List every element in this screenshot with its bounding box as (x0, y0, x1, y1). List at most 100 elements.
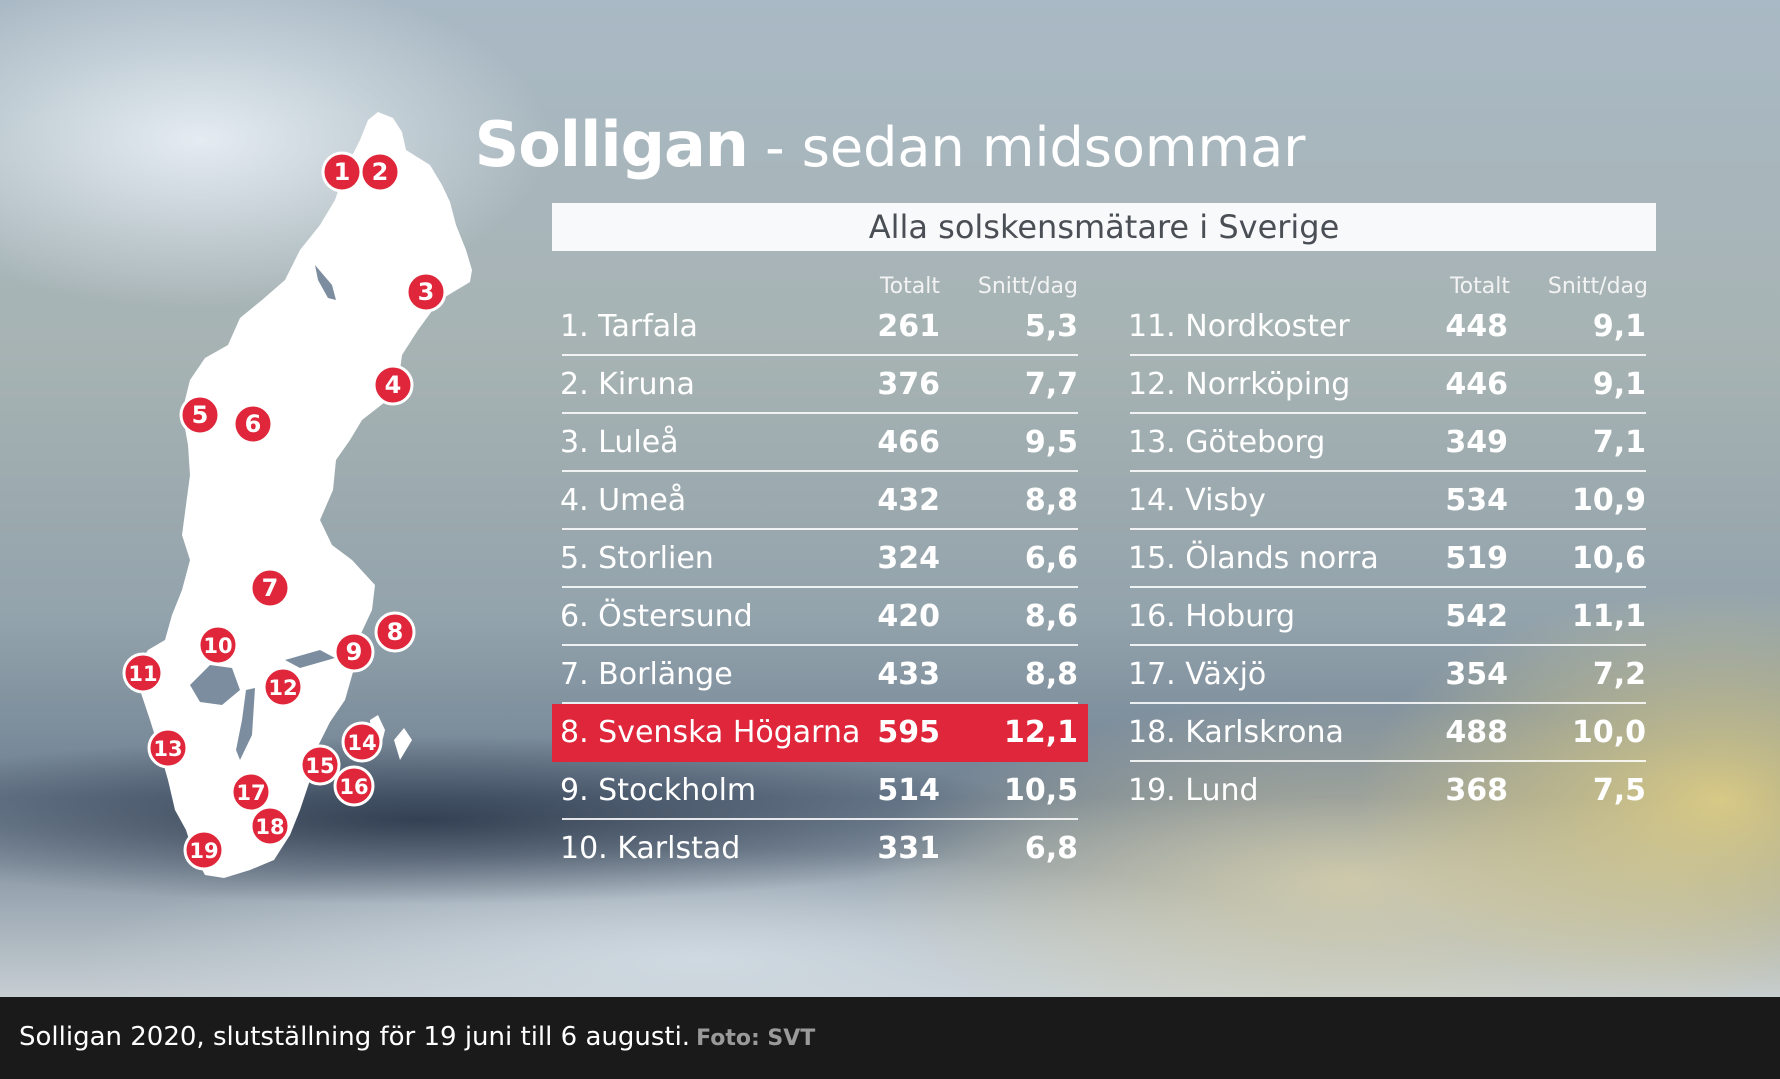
station-label: Tarfala (598, 309, 698, 344)
caption: Solligan 2020, slutställning för 19 juni… (19, 997, 815, 1079)
map-marker: 12 (262, 666, 304, 708)
row-divider (1130, 760, 1646, 762)
station-total: 448 (1445, 309, 1508, 344)
station-label: Borlänge (598, 657, 733, 692)
map-marker-label: 9 (346, 638, 363, 666)
station-name: 11. Nordkoster (1128, 298, 1350, 356)
station-name: 15. Ölands norra (1128, 530, 1379, 588)
station-total: 519 (1445, 541, 1508, 576)
station-label: Norrköping (1185, 367, 1351, 402)
station-total: 420 (877, 599, 940, 634)
station-rank: 17. (1128, 657, 1176, 692)
table-row: 2. Kiruna 376 7,7 (552, 356, 1088, 414)
station-label: Luleå (598, 425, 679, 460)
station-total: 324 (877, 541, 940, 576)
caption-text: Solligan 2020, slutställning för 19 juni… (19, 1022, 691, 1052)
station-name: 2. Kiruna (560, 356, 695, 414)
map-marker: 9 (333, 631, 375, 673)
row-divider (562, 818, 1078, 820)
station-name: 10. Karlstad (560, 820, 740, 878)
station-avg: 7,5 (1592, 773, 1646, 808)
map-marker-label: 11 (128, 662, 157, 686)
table-row: 10. Karlstad 331 6,8 (552, 820, 1088, 878)
map-marker-circle (230, 771, 272, 813)
lake-vanern (190, 665, 240, 705)
lake-malaren (285, 650, 335, 668)
col-header-total-right: Totalt (1449, 274, 1510, 299)
station-avg: 10,6 (1571, 541, 1646, 576)
station-rank: 4. (560, 483, 589, 518)
station-rank: 7. (560, 657, 589, 692)
station-label: Hoburg (1185, 599, 1296, 634)
station-rank: 16. (1128, 599, 1176, 634)
table-row: 16. Hoburg 542 11,1 (1120, 588, 1656, 646)
map-marker: 16 (333, 765, 375, 807)
table-row: 12. Norrköping 446 9,1 (1120, 356, 1656, 414)
map-marker-circle (262, 666, 304, 708)
row-divider (1130, 586, 1646, 588)
row-divider (1130, 528, 1646, 530)
station-avg: 9,5 (1024, 425, 1078, 460)
map-marker-circle (122, 652, 164, 694)
station-total: 514 (877, 773, 940, 808)
station-total: 542 (1445, 599, 1508, 634)
table-row: 14. Visby 534 10,9 (1120, 472, 1656, 530)
station-name: 7. Borlänge (560, 646, 733, 704)
station-rank: 13. (1128, 425, 1176, 460)
station-rank: 15. (1128, 541, 1176, 576)
station-avg: 7,2 (1592, 657, 1646, 692)
station-avg: 8,8 (1024, 483, 1078, 518)
caption-bar: Solligan 2020, slutställning för 19 juni… (0, 997, 1780, 1078)
table-row: 9. Stockholm 514 10,5 (552, 762, 1088, 820)
station-total: 595 (877, 715, 940, 750)
station-rank: 18. (1128, 715, 1176, 750)
table-row: 11. Nordkoster 448 9,1 (1120, 298, 1656, 356)
station-name: 4. Umeå (560, 472, 686, 530)
station-label: Umeå (598, 483, 687, 518)
map-marker-circle (232, 403, 274, 445)
map-marker: 18 (249, 805, 291, 847)
table-row: 1. Tarfala 261 5,3 (552, 298, 1088, 356)
map-marker-circle (179, 394, 221, 436)
station-rank: 8. (560, 715, 589, 750)
station-total: 534 (1445, 483, 1508, 518)
map-marker-label: 5 (192, 401, 209, 429)
station-label: Karlstad (617, 831, 741, 866)
station-total: 466 (877, 425, 940, 460)
station-name: 19. Lund (1128, 762, 1259, 820)
station-avg: 8,6 (1024, 599, 1078, 634)
station-avg: 6,8 (1024, 831, 1078, 866)
lake-vattern (236, 688, 255, 760)
map-marker-label: 15 (305, 754, 334, 778)
table-row: 6. Östersund 420 8,6 (552, 588, 1088, 646)
station-name: 1. Tarfala (560, 298, 698, 356)
station-total: 354 (1445, 657, 1508, 692)
station-total: 446 (1445, 367, 1508, 402)
station-avg: 9,1 (1592, 367, 1646, 402)
station-avg: 10,0 (1571, 715, 1646, 750)
map-marker-circle (333, 765, 375, 807)
table-row: 3. Luleå 466 9,5 (552, 414, 1088, 472)
station-name: 13. Göteborg (1128, 414, 1325, 472)
map-marker: 13 (147, 727, 189, 769)
map-marker-circle (341, 721, 383, 763)
lake-north (315, 265, 336, 300)
station-name: 9. Stockholm (560, 762, 756, 820)
station-total: 433 (877, 657, 940, 692)
station-name: 17. Växjö (1128, 646, 1266, 704)
station-rank: 14. (1128, 483, 1176, 518)
table-row: 7. Borlänge 433 8,8 (552, 646, 1088, 704)
map-marker-label: 17 (236, 781, 265, 805)
map-marker: 11 (122, 652, 164, 694)
table-row: 13. Göteborg 349 7,1 (1120, 414, 1656, 472)
row-divider (1130, 644, 1646, 646)
photo-credit: Foto: SVT (696, 1026, 816, 1051)
row-divider (1130, 354, 1646, 356)
station-total: 488 (1445, 715, 1508, 750)
station-name: 18. Karlskrona (1128, 704, 1344, 762)
page-title: Solligan - sedan midsommar (0, 108, 1780, 181)
infographic: 1 2 3 4 5 6 7 8 9 10 11 12 13 14 15 16 17 18 19 Solligan -… (0, 0, 1780, 997)
map-marker-circle (333, 631, 375, 673)
station-name: 8. Svenska Högarna (560, 704, 860, 762)
station-label: Stockholm (598, 773, 757, 808)
